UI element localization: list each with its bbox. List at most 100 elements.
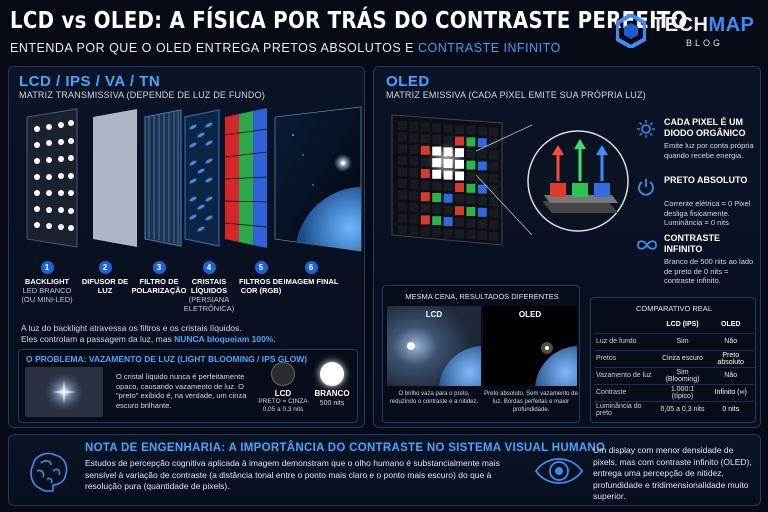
lcd-step: 4 CRISTAIS LÍQUIDOS (PERSIANA ELETRÔNICA) bbox=[179, 261, 239, 313]
oled-pixel bbox=[489, 208, 499, 218]
step-number: 4 bbox=[202, 261, 216, 274]
oled-pixel bbox=[489, 197, 499, 206]
oled-pixel bbox=[455, 136, 464, 146]
oled-pixel bbox=[489, 220, 499, 230]
lcd-title: LCD / IPS / VA / TN bbox=[19, 73, 161, 90]
step-sublabel: LED BRANCO (OU MINI-LED) bbox=[21, 286, 73, 304]
feature-text: Emite luz por conta própria quando receb… bbox=[664, 141, 754, 160]
oled-pixel bbox=[466, 149, 476, 158]
table-header-row: LCD (IPS) OLED bbox=[594, 316, 754, 333]
backlight-layer bbox=[26, 108, 78, 248]
oled-pixel bbox=[455, 229, 464, 239]
step-number: 3 bbox=[152, 261, 166, 274]
oled-pixel bbox=[466, 218, 476, 228]
oled-pixel bbox=[477, 161, 487, 171]
oled-pixel bbox=[466, 207, 476, 216]
table-cell: Infinito (∞) bbox=[707, 383, 754, 401]
table-cell: Pretos bbox=[594, 349, 658, 367]
footer-text: Estudos de percepção cognitiva aplicada … bbox=[85, 458, 500, 491]
footer-note: NOTA DE ENGENHARIA: A IMPORTÂNCIA DO CON… bbox=[8, 434, 761, 506]
lcd-desc-highlight: NUNCA bloqueiam 100%. bbox=[174, 334, 276, 344]
footer-right-text: Um display com menor densidade de pixels… bbox=[593, 445, 752, 501]
feature-heading: PRETO ABSOLUTO bbox=[664, 175, 748, 185]
step-label: CRISTAIS LÍQUIDOS bbox=[190, 277, 228, 295]
lcd-panel: LCD / IPS / VA / TN MATRIZ TRANSMISSIVA … bbox=[8, 66, 365, 428]
oled-pixel bbox=[420, 145, 430, 155]
infinity-icon bbox=[636, 235, 658, 260]
oled-pixel bbox=[489, 173, 499, 183]
rgb-filter-layer bbox=[224, 108, 268, 248]
table-cell: 0 nits bbox=[707, 400, 754, 418]
oled-pixel bbox=[466, 172, 476, 182]
oled-pixel bbox=[409, 133, 419, 143]
oled-pixel bbox=[398, 179, 407, 188]
lcd-black-swatch bbox=[271, 362, 295, 386]
table-title: COMPARATIVO REAL bbox=[636, 304, 712, 313]
table-row: Luz de fundo Sim Não bbox=[594, 332, 754, 350]
oled-pixel bbox=[420, 134, 430, 144]
lcd-step: 2 DIFUSOR DE LUZ bbox=[75, 261, 135, 295]
light-bloom-illustration bbox=[25, 367, 103, 417]
brand-logo: TECHMAP BLOG bbox=[616, 12, 761, 52]
oled-pixel bbox=[466, 230, 476, 240]
oled-pixel bbox=[466, 183, 476, 193]
oled-pixel bbox=[420, 169, 430, 178]
oled-pixel bbox=[432, 193, 442, 202]
white-swatch-value: 500 nits bbox=[319, 400, 345, 407]
oled-pixel bbox=[432, 204, 442, 214]
oled-pixel bbox=[455, 217, 464, 227]
oled-pixel bbox=[409, 121, 419, 131]
oled-pixel bbox=[443, 217, 453, 226]
oled-pixel bbox=[455, 206, 464, 216]
oled-pixel bbox=[398, 213, 407, 223]
table-cell: Luminância do preto bbox=[594, 400, 658, 418]
oled-pixel bbox=[432, 181, 442, 191]
oled-panel: OLED MATRIZ EMISSIVA (CADA PIXEL EMITE S… bbox=[373, 66, 761, 428]
oled-pixel bbox=[443, 182, 453, 192]
oled-pixel bbox=[398, 167, 407, 177]
logo-tech: TECH bbox=[652, 14, 709, 36]
oled-subtitle: MATRIZ EMISSIVA (CADA PIXEL EMITE SUA PR… bbox=[386, 90, 646, 100]
oled-pixel bbox=[443, 228, 453, 238]
oled-pixel bbox=[398, 121, 407, 130]
oled-pixel bbox=[432, 123, 442, 133]
oled-pixel bbox=[466, 195, 476, 205]
oled-pixel bbox=[455, 125, 464, 134]
oled-pixel bbox=[477, 126, 487, 136]
lcd-subtitle: MATRIZ TRANSMISSIVA (DEPENDE DE LUZ DE F… bbox=[19, 90, 266, 100]
table-header-cell: OLED bbox=[721, 320, 741, 328]
table-cell: Luz de fundo bbox=[594, 332, 658, 350]
oled-pixel bbox=[409, 179, 419, 189]
white-swatch-label: BRANCO bbox=[314, 389, 350, 398]
logo-blog: BLOG bbox=[686, 38, 724, 48]
table-row: Contraste 1.000:1 (típico) Infinito (∞) bbox=[594, 383, 754, 401]
oled-pixel bbox=[409, 214, 419, 224]
table-row: Luminância do preto 0,05 a 0,3 nits 0 nits bbox=[594, 400, 754, 418]
step-number: 6 bbox=[304, 261, 318, 274]
feature-heading: CONTRASTE INFINITO bbox=[664, 233, 720, 254]
lcd-step: 6 IMAGEM FINAL bbox=[281, 261, 341, 286]
step-label: FILTROS DE COR (RGB) bbox=[238, 277, 284, 295]
white-swatch bbox=[320, 362, 344, 386]
oled-pixel bbox=[477, 196, 487, 206]
oled-pixel bbox=[489, 150, 499, 160]
subtitle-main: ENTENDA POR QUE O OLED ENTREGA PRETOS AB… bbox=[10, 41, 418, 55]
scene-comparison: MESMA CENA, RESULTADOS DIFERENTES LCD OL… bbox=[382, 285, 580, 423]
oled-scene-label: OLED bbox=[518, 310, 542, 319]
table-cell: Não bbox=[707, 366, 754, 384]
table-cell: Contraste bbox=[594, 383, 658, 401]
oled-pixel bbox=[466, 137, 476, 147]
oled-pixel bbox=[489, 127, 499, 137]
sun-icon bbox=[636, 119, 656, 144]
lcd-description: A luz do backlight atravessa os filtros … bbox=[21, 323, 361, 345]
oled-pixel bbox=[477, 207, 487, 217]
lcd-scene-label: LCD bbox=[425, 310, 443, 319]
liquid-crystal-layer bbox=[184, 109, 220, 247]
diffuser-layer bbox=[93, 109, 137, 247]
oled-title: OLED bbox=[386, 73, 430, 90]
power-icon bbox=[636, 177, 656, 202]
oled-pixel bbox=[477, 184, 487, 194]
table-header-cell bbox=[594, 316, 658, 333]
table-cell: 0,05 a 0,3 nits bbox=[657, 400, 708, 418]
table-cell: 1.000:1 (típico) bbox=[657, 383, 708, 401]
